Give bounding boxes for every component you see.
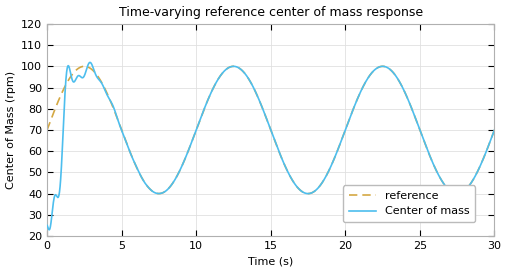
reference [483,151,489,154]
Center of mass [235,66,241,69]
reference [95,75,101,79]
reference [216,76,222,80]
reference [81,65,87,68]
Center of mass [483,151,489,154]
reference [44,128,50,132]
reference [454,192,460,195]
Center of mass [44,224,50,227]
Legend: reference, Center of mass: reference, Center of mass [343,185,476,222]
reference [235,66,241,69]
Y-axis label: Center of Mass (rpm): Center of Mass (rpm) [6,71,16,189]
reference [122,137,128,140]
Center of mass [46,228,52,231]
Line: Center of mass: Center of mass [47,62,494,230]
reference [491,128,497,132]
Center of mass [434,172,441,175]
Center of mass [95,77,101,81]
X-axis label: Time (s): Time (s) [248,256,294,267]
Title: Time-varying reference center of mass response: Time-varying reference center of mass re… [119,5,423,18]
reference [434,172,441,175]
Line: reference: reference [47,66,494,194]
Center of mass [122,137,128,140]
Center of mass [87,61,93,64]
Center of mass [491,128,497,132]
Center of mass [216,76,222,79]
